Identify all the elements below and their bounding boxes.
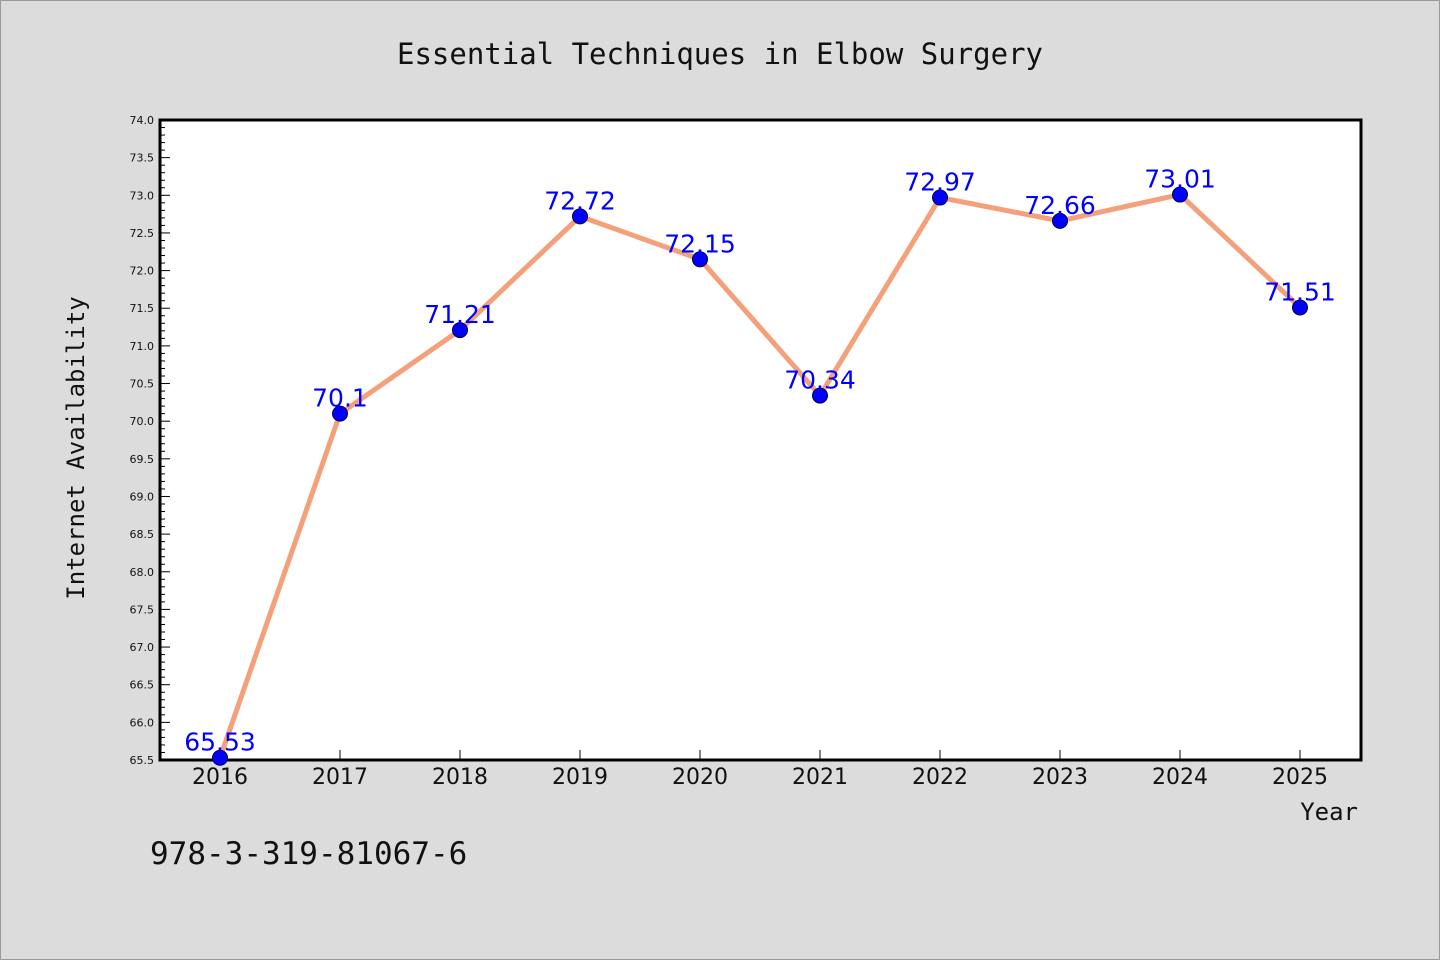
data-label: 72.15 (664, 229, 736, 258)
x-tick-label: 2024 (1152, 765, 1208, 790)
y-tick-label: 70.0 (130, 415, 155, 428)
x-tick-label: 2020 (672, 765, 728, 790)
y-tick-label: 72.0 (130, 265, 155, 278)
data-label: 71.51 (1264, 277, 1336, 306)
data-label: 72.72 (544, 186, 616, 215)
data-point (932, 189, 948, 206)
data-label: 70.1 (312, 384, 368, 413)
x-axis-title: Year (1300, 798, 1358, 826)
y-tick-label: 71.5 (130, 302, 155, 315)
y-tick-label: 66.0 (130, 716, 155, 729)
y-tick-label: 66.5 (130, 679, 155, 692)
isbn-text: 978-3-319-81067-6 (150, 836, 467, 872)
y-tick-label: 71.0 (130, 340, 155, 353)
y-tick-label: 69.0 (130, 490, 155, 503)
y-tick-label: 74.0 (130, 114, 155, 127)
x-tick-label: 2018 (432, 765, 488, 790)
data-label: 72.97 (904, 168, 976, 197)
y-tick-label: 70.5 (130, 378, 155, 391)
y-tick-label: 65.5 (130, 754, 155, 767)
series-group (212, 186, 1308, 766)
y-tick-label: 68.0 (130, 566, 155, 579)
y-axis-ticks: 65.5 66.0 66.5 67.0 67.5 68.0 68.5 69.0 69.5 70.0… (130, 114, 170, 767)
data-point (332, 405, 348, 422)
y-axis-title: Internet Availability (62, 296, 90, 599)
x-axis-ticks: 2016 2017 2018 2019 2020 2021 2022 2023 2024 2025 (192, 750, 1328, 790)
y-tick-label: 72.5 (130, 227, 155, 240)
y-tick-label: 73.0 (130, 189, 155, 202)
data-label: 71.21 (424, 300, 496, 329)
data-point (572, 208, 588, 225)
data-label: 72.66 (1024, 191, 1096, 220)
x-tick-label: 2016 (192, 765, 248, 790)
x-tick-label: 2021 (792, 765, 848, 790)
data-labels: 65.53 70.1 71.21 72.72 72.15 70.34 72.97 72.66 7… (184, 165, 1336, 757)
series-line (217, 192, 1303, 761)
y-tick-label: 67.0 (130, 641, 155, 654)
data-point (692, 251, 708, 268)
data-point (212, 749, 228, 766)
y-tick-label: 67.5 (130, 603, 155, 616)
data-label: 70.34 (784, 366, 856, 395)
y-tick-label: 69.5 (130, 453, 155, 466)
data-point (1292, 299, 1308, 316)
chart-title: Essential Techniques in Elbow Surgery (397, 37, 1043, 71)
y-tick-label: 73.5 (130, 152, 155, 165)
data-label: 73.01 (1144, 165, 1216, 194)
data-point (452, 322, 468, 339)
x-tick-label: 2017 (312, 765, 368, 790)
x-tick-label: 2023 (1032, 765, 1088, 790)
data-point (1052, 212, 1068, 229)
data-label: 65.53 (184, 728, 256, 757)
x-tick-label: 2019 (552, 765, 608, 790)
plot-area (158, 118, 1363, 762)
data-point (1172, 186, 1188, 203)
data-point (812, 387, 828, 404)
x-tick-label: 2022 (912, 765, 968, 790)
x-tick-label: 2025 (1272, 765, 1328, 790)
y-tick-label: 68.5 (130, 528, 155, 541)
